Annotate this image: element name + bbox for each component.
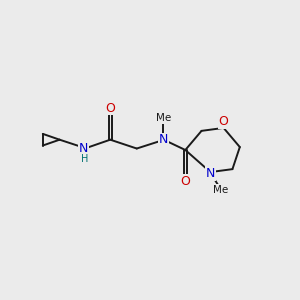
Text: N: N (79, 142, 88, 155)
Text: N: N (206, 167, 215, 180)
Text: Me: Me (213, 185, 228, 195)
Text: H: H (81, 154, 88, 164)
Text: O: O (105, 102, 115, 115)
Text: N: N (159, 133, 168, 146)
Text: O: O (180, 175, 190, 188)
Text: O: O (219, 115, 229, 128)
Text: Me: Me (156, 113, 171, 124)
